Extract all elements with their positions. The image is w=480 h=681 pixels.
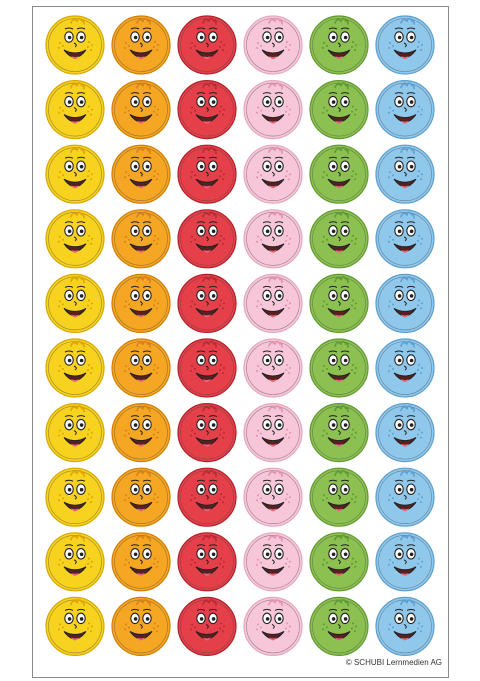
smiley-sticker-red bbox=[177, 338, 237, 398]
smiley-sticker-orange bbox=[111, 79, 171, 140]
smiley-sticker-orange bbox=[111, 273, 171, 333]
smiley-sticker-orange bbox=[111, 338, 171, 398]
smiley-sticker-green bbox=[309, 403, 369, 463]
smiley-sticker-blue bbox=[375, 596, 435, 657]
smiley-sticker-yellow bbox=[45, 596, 105, 657]
smiley-sticker-yellow bbox=[45, 79, 105, 140]
smiley-sticker-red bbox=[177, 79, 237, 140]
smiley-sticker-pink bbox=[243, 144, 303, 204]
smiley-sticker-green bbox=[309, 467, 369, 527]
smiley-sticker-pink bbox=[243, 209, 303, 269]
smiley-sticker-pink bbox=[243, 596, 303, 657]
smiley-sticker-green bbox=[309, 273, 369, 333]
smiley-sticker-orange bbox=[111, 532, 171, 592]
smiley-sticker-pink bbox=[243, 15, 303, 75]
smiley-sticker-orange bbox=[111, 15, 171, 75]
smiley-sticker-blue bbox=[375, 338, 435, 398]
smiley-sticker-yellow bbox=[45, 338, 105, 398]
smiley-sticker-blue bbox=[375, 15, 435, 75]
smiley-sticker-red bbox=[177, 273, 237, 333]
smiley-sticker-pink bbox=[243, 403, 303, 463]
smiley-sticker-blue bbox=[375, 144, 435, 204]
smiley-sticker-blue bbox=[375, 532, 435, 592]
smiley-sticker-red bbox=[177, 403, 237, 463]
smiley-sticker-red bbox=[177, 467, 237, 527]
smiley-sticker-yellow bbox=[45, 209, 105, 269]
smiley-sticker-yellow bbox=[45, 273, 105, 333]
smiley-sticker-yellow bbox=[45, 532, 105, 592]
smiley-sticker-green bbox=[309, 338, 369, 398]
smiley-sticker-orange bbox=[111, 144, 171, 204]
smiley-sticker-red bbox=[177, 15, 237, 75]
smiley-sticker-yellow bbox=[45, 467, 105, 527]
smiley-sticker-orange bbox=[111, 467, 171, 527]
smiley-sticker-green bbox=[309, 79, 369, 140]
smiley-sticker-blue bbox=[375, 209, 435, 269]
smiley-sticker-red bbox=[177, 532, 237, 592]
smiley-sticker-orange bbox=[111, 403, 171, 463]
smiley-sticker-blue bbox=[375, 467, 435, 527]
smiley-sticker-green bbox=[309, 15, 369, 75]
smiley-sticker-red bbox=[177, 209, 237, 269]
smiley-sticker-pink bbox=[243, 532, 303, 592]
smiley-sticker-green bbox=[309, 144, 369, 204]
smiley-sticker-red bbox=[177, 596, 237, 657]
smiley-sticker-red bbox=[177, 144, 237, 204]
smiley-sticker-pink bbox=[243, 273, 303, 333]
smiley-sticker-orange bbox=[111, 596, 171, 657]
smiley-sticker-yellow bbox=[45, 403, 105, 463]
smiley-sticker-yellow bbox=[45, 15, 105, 75]
smiley-sticker-blue bbox=[375, 273, 435, 333]
smiley-sticker-pink bbox=[243, 467, 303, 527]
smiley-sticker-pink bbox=[243, 338, 303, 398]
smiley-sticker-blue bbox=[375, 403, 435, 463]
smiley-sticker-green bbox=[309, 596, 369, 657]
smiley-sticker-orange bbox=[111, 209, 171, 269]
smiley-sticker-pink bbox=[243, 79, 303, 140]
copyright-notice: © SCHUBI Lernmedien AG bbox=[345, 658, 442, 667]
smiley-sticker-blue bbox=[375, 79, 435, 140]
smiley-sticker-green bbox=[309, 532, 369, 592]
smiley-sticker-yellow bbox=[45, 144, 105, 204]
smiley-sticker-green bbox=[309, 209, 369, 269]
